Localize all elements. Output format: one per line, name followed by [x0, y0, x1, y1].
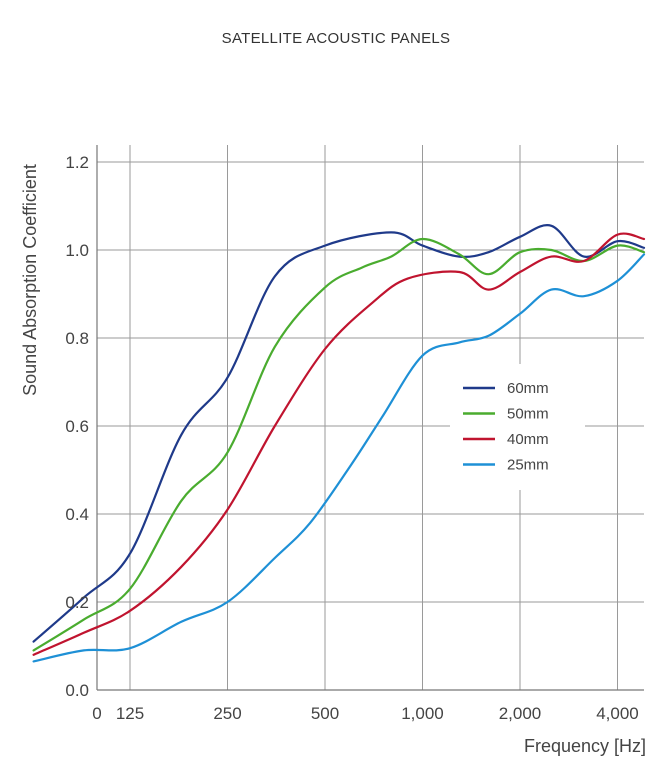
chart-title: SATELLITE ACOUSTIC PANELS [221, 30, 451, 47]
y-tick-label: 1.2 [65, 153, 89, 172]
y-tick-label: 0.6 [65, 417, 89, 436]
y-tick-label: 0.8 [65, 329, 89, 348]
x-axis-label: Frequency [Hz] [524, 736, 646, 756]
x-tick-label: 125 [116, 704, 144, 723]
legend-label: 40mm [507, 431, 549, 448]
legend-box [450, 364, 585, 490]
series-lines [32, 224, 646, 663]
y-tick-label: 0.2 [65, 593, 89, 612]
series-line-25mm [32, 253, 646, 663]
y-tick-label: 1.0 [65, 241, 89, 260]
plot-frame [96, 145, 644, 691]
legend-label: 60mm [507, 380, 549, 397]
y-tick-labels: 0.0 0.2 0.4 0.6 0.8 1.0 1.2 [65, 153, 89, 700]
x-tick-label: 4,000 [596, 704, 639, 723]
legend-label: 25mm [507, 457, 549, 474]
series-line-50mm [32, 237, 646, 652]
x-tick-label: 0 [92, 704, 101, 723]
series-line-40mm [32, 232, 646, 656]
y-tick-label: 0.4 [65, 505, 89, 524]
x-tick-label: 2,000 [499, 704, 542, 723]
x-tick-labels: 0 125 250 500 1,000 2,000 4,000 [92, 704, 639, 723]
y-tick-label: 0.0 [65, 681, 89, 700]
legend: 60mm 50mm 40mm 25mm [450, 364, 585, 490]
legend-label: 50mm [507, 406, 549, 423]
y-axis-label: Sound Absorption Coefficient [20, 164, 40, 396]
x-tick-label: 250 [213, 704, 241, 723]
x-tick-label: 500 [311, 704, 339, 723]
x-tick-label: 1,000 [401, 704, 444, 723]
series-line-60mm [32, 224, 646, 643]
